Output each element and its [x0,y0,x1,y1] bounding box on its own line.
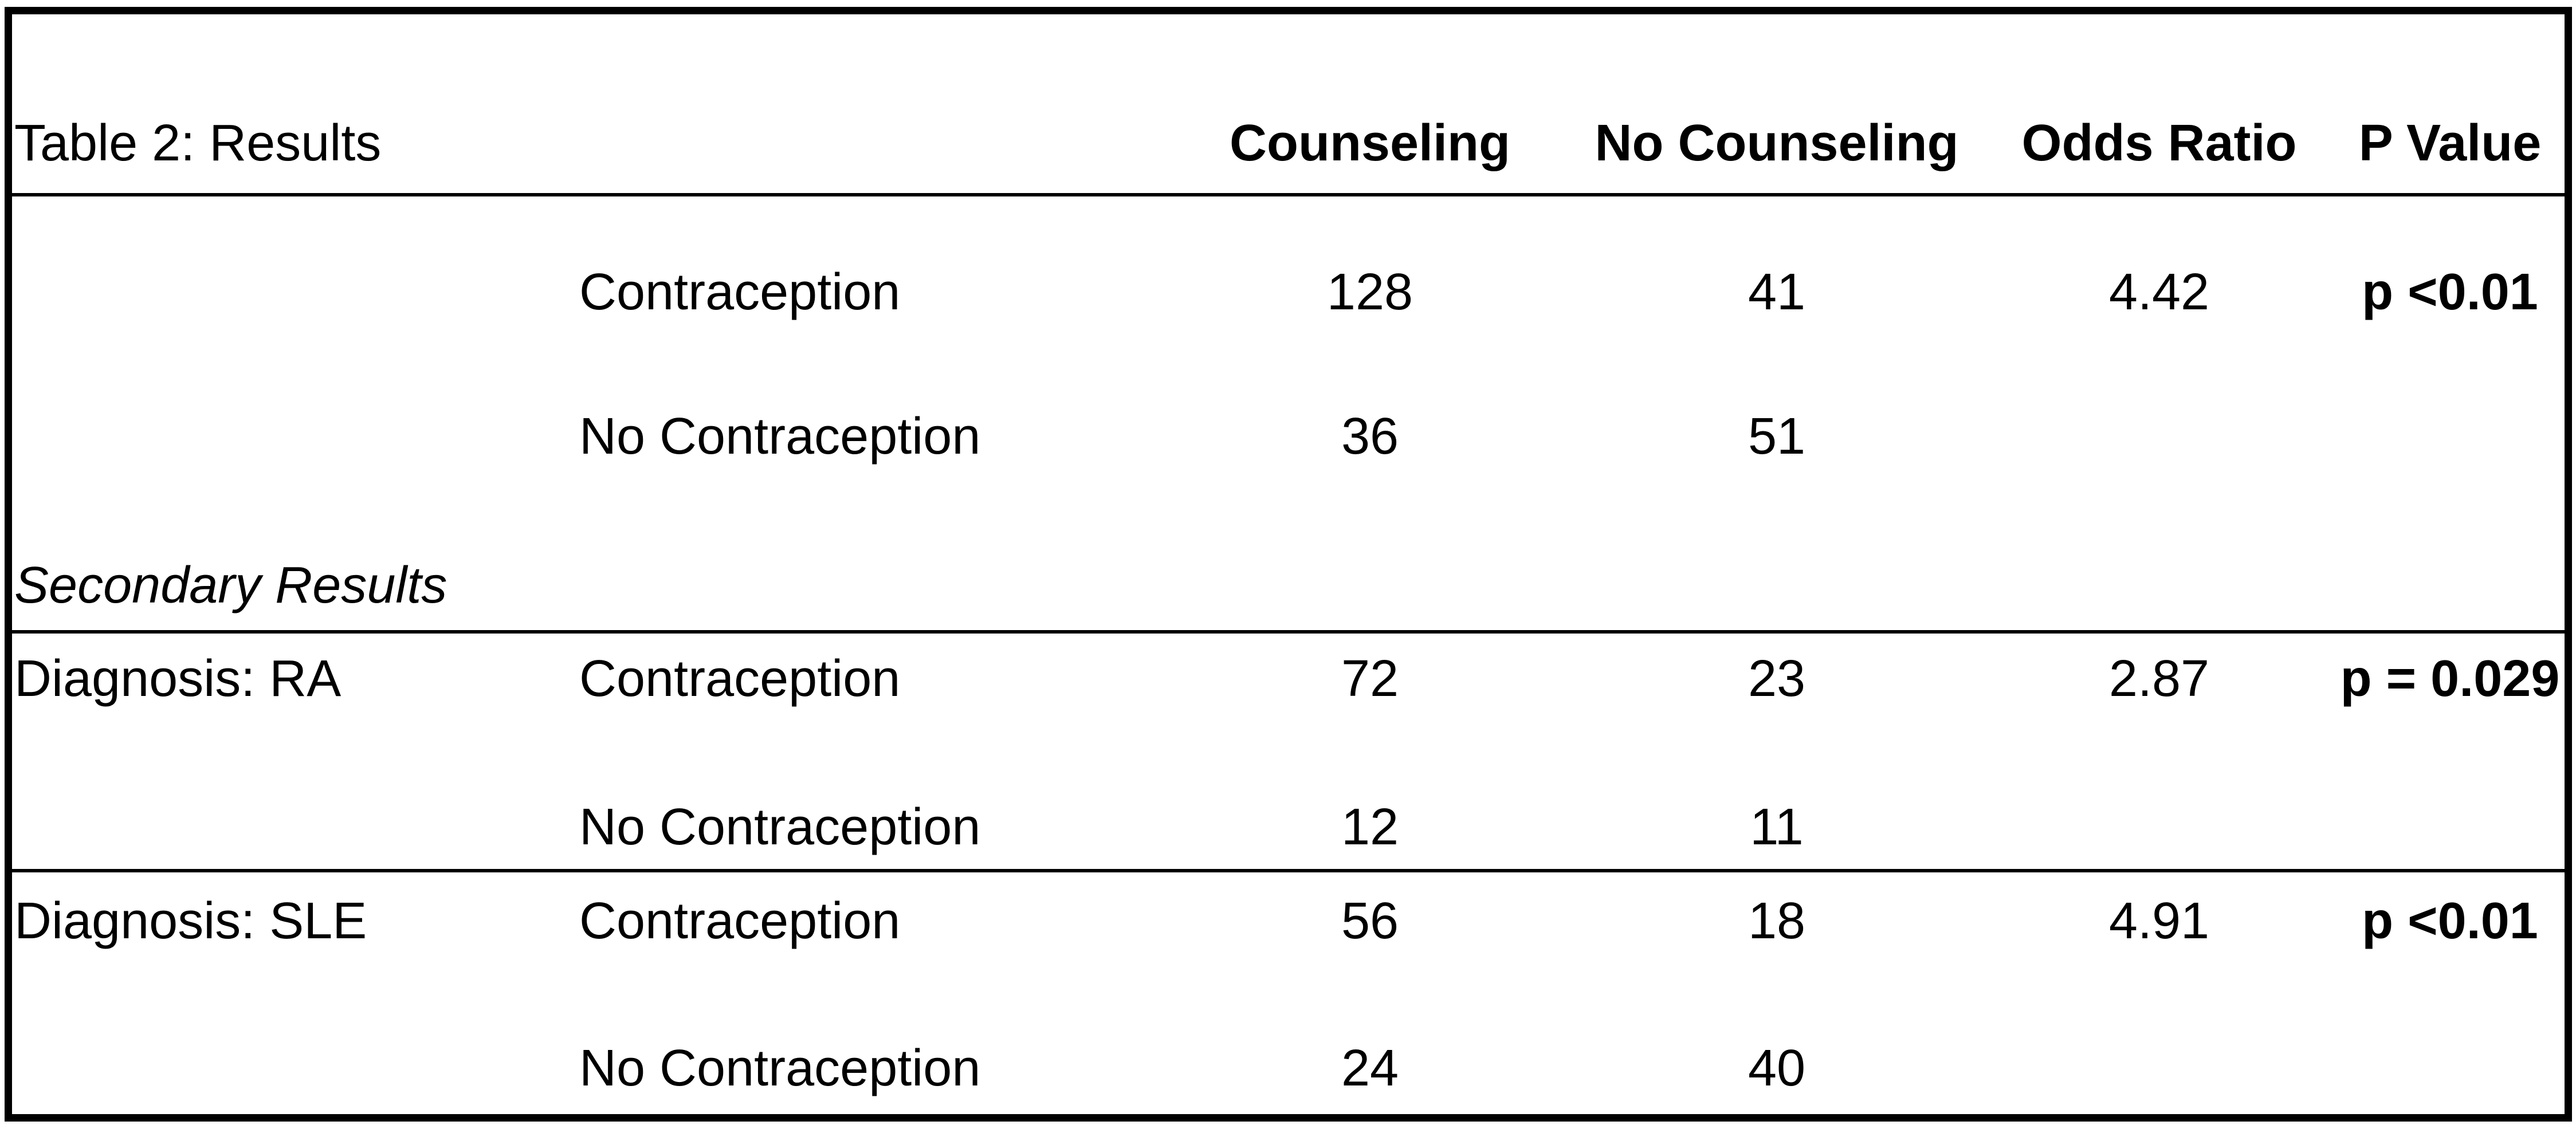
cell-counseling: 24 [1341,1039,1399,1097]
cell-group: Diagnosis: RA [14,650,341,707]
cell-no-counseling: 11 [1750,798,1804,856]
table-row: No Contraception 36 51 [12,385,2565,488]
cell-arm: No Contraception [579,407,981,465]
table-title: Table 2: Results [14,114,382,172]
cell-arm: Contraception [579,263,901,321]
cell-p-value: p <0.01 [2362,263,2538,321]
column-header-p-value: P Value [2358,114,2542,172]
table-row: Diagnosis: SLE Contraception 56 18 4.91 … [12,870,2565,973]
section-label: Secondary Results [14,556,447,614]
column-header-no-counseling: No Counseling [1595,114,1959,172]
cell-counseling: 56 [1341,892,1399,950]
header-divider [12,193,2565,196]
table-header-row: Table 2: Results Counseling No Counselin… [12,92,2565,195]
cell-counseling: 36 [1341,407,1399,465]
section-label-row: Secondary Results [12,534,2565,637]
cell-arm: Contraception [579,650,901,707]
table-row: Contraception 128 41 4.42 p <0.01 [12,241,2565,344]
cell-group: Diagnosis: SLE [14,892,367,950]
cell-odds-ratio: 2.87 [2108,650,2210,707]
column-header-counseling: Counseling [1230,114,1510,172]
cell-no-counseling: 51 [1748,407,1806,465]
table-row: No Contraception 12 11 [12,776,2565,879]
cell-p-value: p <0.01 [2362,892,2538,950]
cell-counseling: 72 [1341,650,1399,707]
cell-counseling: 12 [1341,798,1399,856]
cell-odds-ratio: 4.42 [2108,263,2210,321]
cell-arm: No Contraception [579,1039,981,1097]
cell-no-counseling: 41 [1748,263,1806,321]
cell-no-counseling: 40 [1748,1039,1806,1097]
table-row: No Contraception 24 40 [12,1017,2565,1120]
cell-arm: Contraception [579,892,901,950]
cell-no-counseling: 23 [1748,650,1806,707]
column-header-odds-ratio: Odds Ratio [2021,114,2297,172]
results-table-frame: Table 2: Results Counseling No Counselin… [5,7,2572,1122]
section-divider [12,869,2565,872]
table-row: Diagnosis: RA Contraception 72 23 2.87 p… [12,627,2565,730]
cell-counseling: 128 [1326,263,1413,321]
section-divider [12,630,2565,634]
cell-odds-ratio: 4.91 [2108,892,2210,950]
cell-arm: No Contraception [579,798,981,856]
cell-p-value: p = 0.029 [2340,650,2560,707]
cell-no-counseling: 18 [1748,892,1806,950]
